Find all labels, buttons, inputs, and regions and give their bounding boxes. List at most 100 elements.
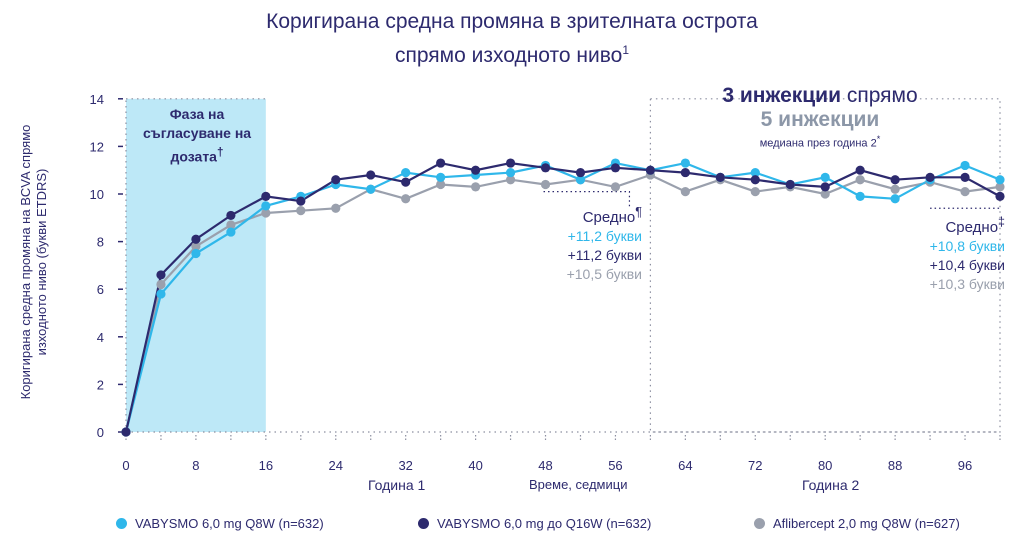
data-point-aflibercept [331,203,341,213]
data-point-aflibercept [680,187,690,197]
legend-item-q8w: VABYSMO 6,0 mg Q8W (n=632) [116,516,324,531]
x-tick-label: 48 [538,458,552,473]
data-point-q16w [226,210,236,221]
data-point-q16w [855,165,865,175]
data-point-aflibercept [226,220,236,230]
chart-title: Коригирана средна промяна в зрителната о… [0,8,1024,70]
data-point-aflibercept [505,175,516,185]
data-point-q16w [960,172,970,182]
data-point-q16w [436,158,446,168]
data-point-aflibercept [436,179,446,190]
title-footnote-mark: 1 [622,43,630,57]
data-point-q8w [191,248,201,259]
data-point-aflibercept [540,179,551,190]
data-point-q16w [401,177,411,187]
title-line-2: спрямо изходното ниво1 [0,36,1024,70]
data-point-q8w [890,194,900,204]
x-tick-label: 72 [748,458,762,473]
data-point-aflibercept [191,241,201,251]
title-line-2-text: спрямо изходното ниво [394,44,623,67]
data-point-q16w [925,172,935,182]
legend-dot-aflibercept [754,518,765,529]
y-axis-label-line-1: Коригирана средна промяна на BCVA спрямо [18,124,33,400]
mean-year1-annotation: Средно¶ +11,2 букви +11,2 букви +10,5 бу… [500,203,642,284]
legend-label-q16w: VABYSMO 6,0 mg до Q16W (n=632) [437,516,652,531]
mean-year1-value-q8w: +11,2 букви [567,228,642,244]
injections-line-3: медиана през година 2* [680,134,960,150]
data-point-q16w [995,191,1005,201]
data-point-q16w [366,170,376,180]
data-point-q8w [750,167,760,178]
x-tick-label: 8 [192,458,199,473]
mean-year1-title: Средно¶ [500,203,642,227]
y-axis-label-line-2: изходното ниво (букви ETDRS) [34,168,49,356]
data-point-aflibercept [750,187,760,197]
x-tick-label: 88 [888,458,902,473]
mean-year1-value-q16w: +11,2 букви [567,247,642,263]
legend-label-aflibercept: Aflibercept 2,0 mg Q8W (n=627) [773,516,960,531]
injections-line-2: 5 инжекции [760,108,880,131]
data-point-aflibercept [610,182,621,192]
y-tick-label: 12 [90,139,104,154]
data-point-q16w [471,165,481,175]
data-point-aflibercept [960,187,970,197]
x-tick-label: 80 [818,458,832,473]
data-point-q16w [121,427,131,437]
y-tick-label: 8 [97,235,104,250]
data-point-aflibercept [820,189,830,199]
injections-line-3-text: медиана през година 2 [759,137,877,150]
series-line-aflibercept [124,173,1001,433]
data-point-q16w [785,179,795,190]
mean-year2-value-q8w: +10,8 букви [929,238,1005,254]
data-point-q16w [296,196,306,206]
y-tick-label: 6 [97,282,104,297]
injections-bold: 3 инжекции [722,84,841,107]
data-point-q16w [540,163,551,173]
x-tick-label: 24 [329,458,343,473]
data-point-aflibercept [855,175,865,185]
year2-label: Година 2 [802,477,860,493]
injections-rest: спрямо [846,84,918,107]
mean-year2-footnote: ‡ [998,215,1005,229]
x-tick-label: 96 [958,458,972,473]
legend-dot-q8w [116,518,127,529]
phase-label-text: Фаза на съгласуване на дозата [142,106,252,165]
year1-label: Година 1 [368,477,426,493]
phase-label: Фаза на съгласуване на дозата† [126,99,268,167]
mean-year1-title-text: Средно [582,209,636,226]
y-tick-label: 14 [90,92,104,107]
injections-line-1: 3 инжекции спрямо [680,84,960,108]
data-point-q8w [680,158,690,168]
data-point-q16w [750,175,760,185]
data-point-q16w [645,165,656,175]
data-point-q8w [401,167,411,178]
injections-annotation: 3 инжекции спрямо 5 инжекции медиана пре… [680,84,960,150]
legend-item-q16w: VABYSMO 6,0 mg до Q16W (n=632) [418,516,651,531]
x-tick-label: 32 [398,458,412,473]
mean-year2-value-q16w: +10,4 букви [929,257,1005,273]
y-tick-label: 10 [90,187,104,202]
data-point-q16w [331,175,341,185]
y-tick-label: 4 [97,330,104,345]
data-point-q8w [226,227,236,237]
data-point-q8w [436,172,446,182]
data-point-q8w [820,172,830,182]
x-tick-label: 56 [608,458,622,473]
legend-dot-q16w [418,518,429,529]
mean-year1-footnote: ¶ [635,205,642,219]
data-point-aflibercept [890,184,900,194]
data-point-q16w [156,270,166,280]
x-tick-label: 0 [122,458,129,473]
data-point-q8w [505,167,516,178]
mean-year2-title-text: Средно [945,219,999,236]
data-point-q8w [261,201,271,211]
data-point-q16w [680,167,690,178]
data-point-q16w [820,182,830,192]
data-point-q16w [575,167,586,178]
y-tick-label: 0 [97,425,104,440]
mean-year2-value-aflibercept: +10,3 букви [929,276,1005,292]
x-tick-label: 16 [259,458,273,473]
data-point-q8w [366,184,376,194]
mean-year1-bracket [543,191,631,209]
